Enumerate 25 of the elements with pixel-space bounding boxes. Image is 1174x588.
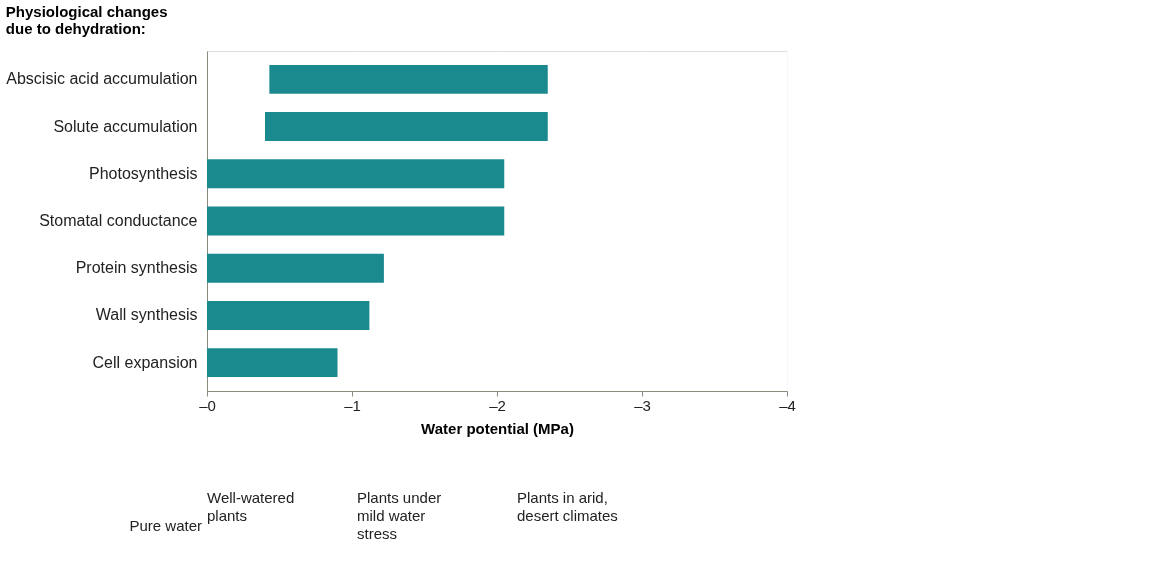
y-tick-label: Abscisic acid accumulation	[6, 70, 198, 88]
x-tick-label: –2	[489, 396, 506, 414]
x-tick-label: –0	[199, 396, 216, 414]
x-axis-title: Water potential (MPa)	[421, 419, 574, 437]
text: Well-watered plants	[207, 489, 295, 524]
bar	[207, 253, 384, 283]
text: Pure water	[129, 517, 202, 534]
y-tick-label: Stomatal conductance	[39, 212, 198, 229]
bar	[207, 300, 370, 330]
text: Plants under mild water stress	[357, 489, 442, 542]
bar	[265, 112, 548, 142]
y-tick-label: Photosynthesis	[88, 164, 198, 182]
bar	[207, 348, 338, 378]
bar	[207, 206, 505, 236]
y-tick-label: Solute accumulation	[53, 117, 198, 135]
y-tick-label: Wall synthesis	[95, 306, 198, 324]
bar	[207, 159, 505, 189]
x-tick-label: –3	[634, 396, 651, 414]
text: Plants in arid, desert climates	[517, 489, 618, 524]
x-tick-label: –4	[779, 396, 796, 414]
text: Physiological changes due to dehydration:	[5, 3, 168, 37]
y-tick-label: Protein synthesis	[75, 259, 198, 277]
bar	[269, 64, 548, 94]
y-tick-label: Cell expansion	[92, 353, 198, 371]
x-tick-label: –1	[344, 396, 361, 414]
